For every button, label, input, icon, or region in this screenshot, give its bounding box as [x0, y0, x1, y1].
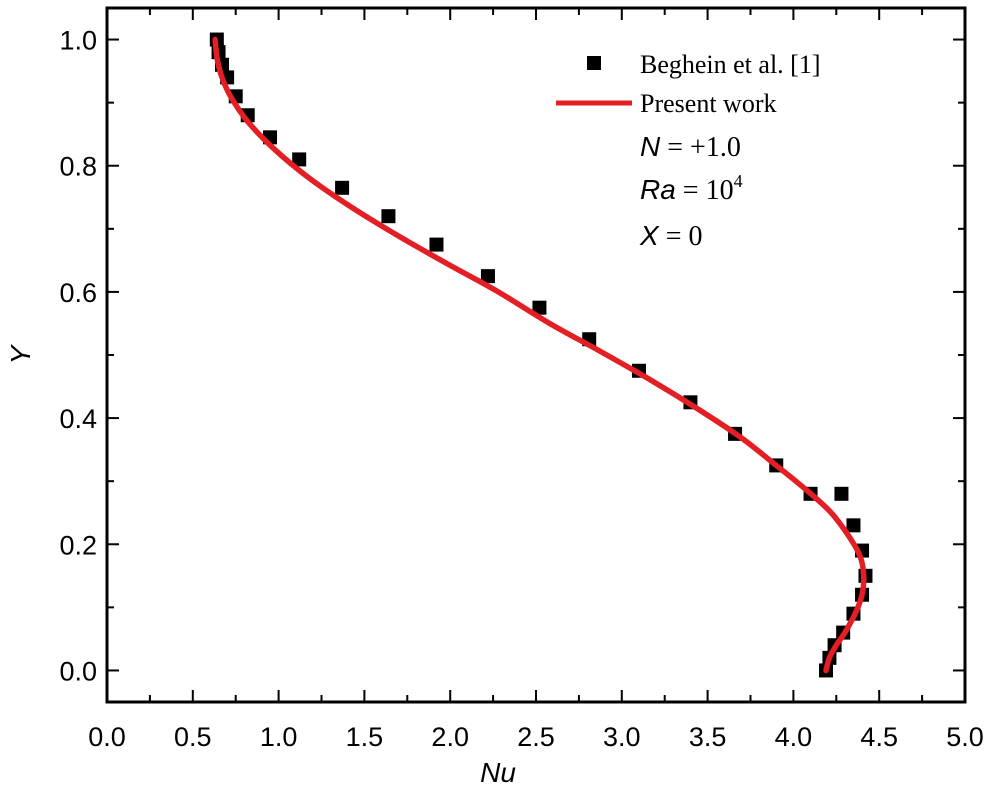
- legend-label-beghein: Beghein et al. [1]: [640, 50, 821, 79]
- y-tick-label: 1.0: [59, 26, 97, 56]
- beghein-point: [292, 152, 307, 167]
- annotation-ra: Ra = 104: [640, 171, 743, 206]
- plot-frame: [105, 6, 967, 704]
- x-tick-label: 5.0: [946, 722, 984, 752]
- legend-label-present: Present work: [640, 89, 776, 118]
- y-tick-label: 0.8: [59, 152, 97, 182]
- x-axis-title: Nu: [480, 757, 516, 788]
- legend: Beghein et al. [1] Present work: [556, 50, 821, 118]
- y-tick-label: 0.6: [59, 278, 97, 308]
- annotation-x: X = 0: [639, 220, 702, 252]
- y-tick-label: 0.0: [59, 656, 97, 686]
- parameter-annotations: N = +1.0 Ra = 104 X = 0: [639, 131, 743, 252]
- y-tick-label: 0.4: [59, 404, 97, 434]
- present-work-series: [212, 36, 867, 674]
- legend-marker-beghein: [587, 56, 601, 70]
- x-tick-label: 3.5: [689, 722, 727, 752]
- beghein-point: [846, 518, 861, 533]
- beghein-series: [209, 32, 873, 678]
- beghein-point: [532, 300, 547, 315]
- x-axis-ticks: 0.0 0.5 1.0 1.5 2.0 2.5 3.0 3.5 4.0 4.5 5.0: [88, 8, 984, 752]
- x-tick-label: 4.0: [775, 722, 813, 752]
- present-work-line: [212, 36, 867, 674]
- beghein-point: [834, 486, 849, 501]
- y-axis-ticks: 0.0 0.2 0.4 0.6 0.8 1.0: [59, 26, 965, 686]
- x-tick-label: 1.5: [346, 722, 384, 752]
- x-tick-label: 1.0: [260, 722, 298, 752]
- y-tick-label: 0.2: [59, 530, 97, 560]
- beghein-point: [335, 180, 350, 195]
- x-tick-label: 2.5: [517, 722, 555, 752]
- y-axis-title: Y: [5, 343, 36, 364]
- x-tick-label: 4.5: [860, 722, 898, 752]
- x-tick-label: 3.0: [603, 722, 641, 752]
- x-tick-label: 2.0: [431, 722, 469, 752]
- beghein-point: [381, 209, 396, 224]
- x-tick-label: 0.5: [174, 722, 212, 752]
- annotation-n: N = +1.0: [640, 131, 741, 163]
- beghein-point: [480, 269, 495, 284]
- x-tick-label: 0.0: [88, 722, 126, 752]
- beghein-point: [429, 237, 444, 252]
